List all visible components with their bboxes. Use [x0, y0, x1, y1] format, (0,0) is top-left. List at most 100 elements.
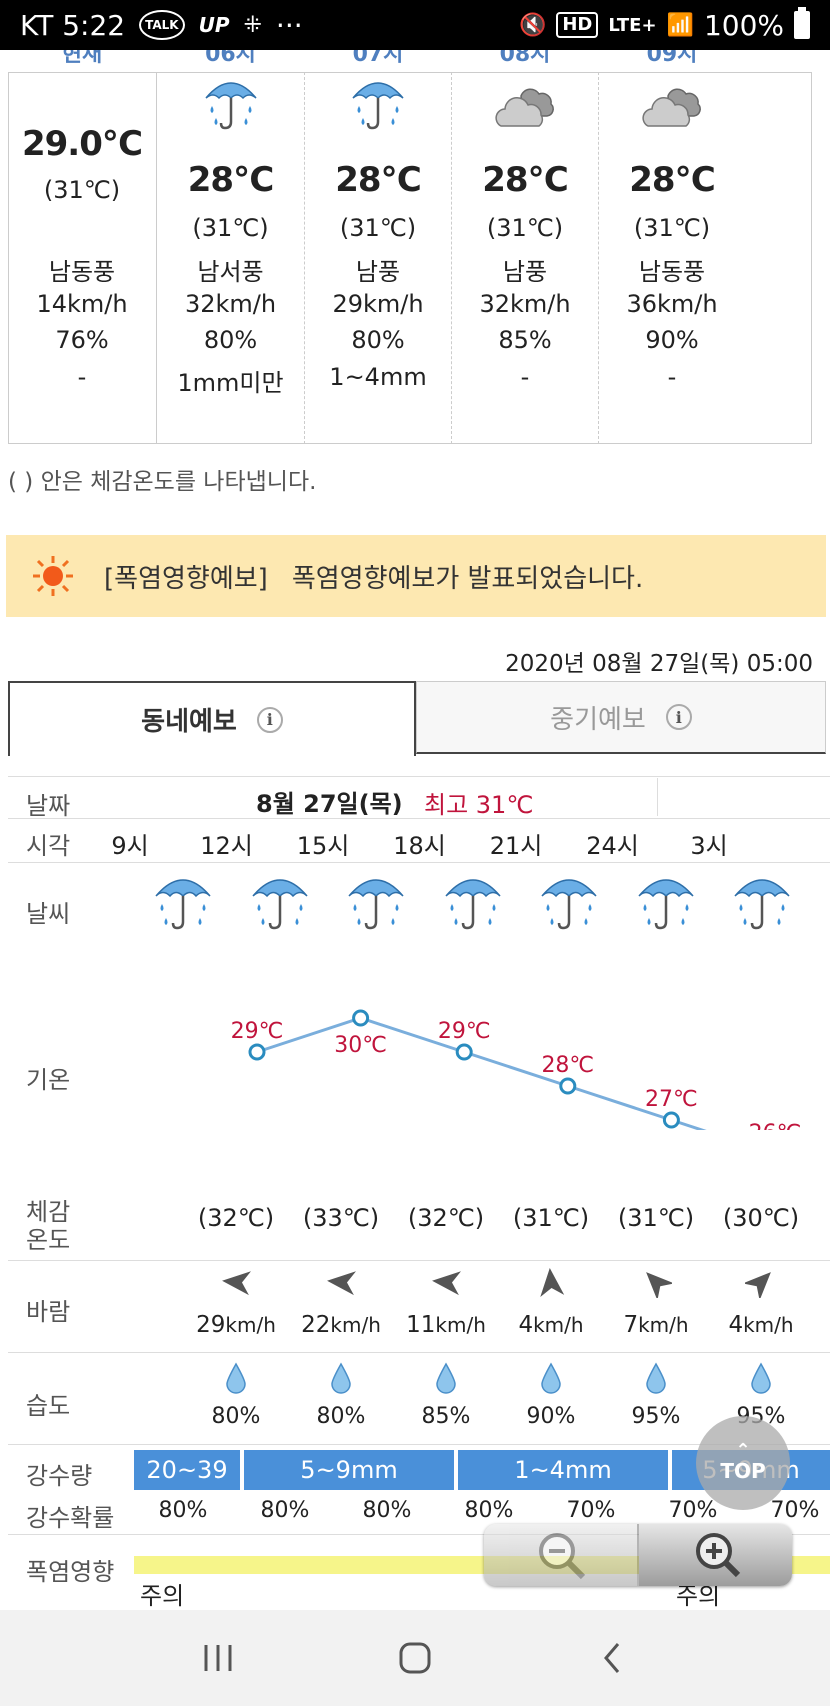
home-icon	[399, 1642, 431, 1674]
wind-direction-icon	[535, 1266, 567, 1298]
humidity-value: 80%	[316, 1404, 366, 1429]
label-time: 시각	[26, 832, 71, 860]
wind-speed-value: 4km/h	[501, 1312, 601, 1338]
wind-speed-value: 4km/h	[711, 1312, 811, 1338]
scroll-top-button[interactable]: ⌃ TOP	[696, 1416, 790, 1510]
hourly-column-header: 09시	[646, 50, 698, 67]
wind-speed-unit: km/h	[638, 1313, 689, 1337]
hourly-feels-like: (31℃)	[486, 214, 564, 242]
tab-midterm-forecast-label: 중기예보	[550, 704, 646, 735]
time-label: 12시	[200, 832, 253, 860]
time-label: 3시	[690, 832, 728, 860]
umbrella-rain-icon	[152, 868, 214, 936]
hourly-feels-like: (31℃)	[192, 214, 269, 242]
hourly-wind-speed: 36km/h	[626, 290, 718, 318]
water-drop-icon	[645, 1362, 667, 1394]
label-heat: 폭염영향	[26, 1558, 115, 1586]
label-humidity: 습도	[26, 1392, 71, 1420]
wind-speed-number: 4	[728, 1312, 744, 1338]
label-feels-1: 체감	[26, 1198, 71, 1226]
signal-icon: 📶	[666, 12, 694, 38]
time-label: 21시	[489, 832, 543, 860]
heat-level-1: 주의	[140, 1582, 185, 1610]
hourly-humidity: 80%	[351, 326, 405, 354]
more-dots: ···	[275, 8, 303, 42]
tab-local-forecast[interactable]: 동네예보 i	[8, 681, 416, 756]
forecast-date: 8월 27일(목)	[256, 790, 403, 818]
hourly-wind-speed: 32km/h	[479, 290, 571, 318]
hourly-temp: 28℃	[629, 160, 716, 200]
humidity-value: 80%	[211, 1404, 261, 1429]
umbrella-rain-icon	[345, 868, 407, 936]
back-button[interactable]	[582, 1633, 642, 1683]
wind-speed-value: 22km/h	[291, 1312, 391, 1338]
recent-apps-button[interactable]	[188, 1633, 248, 1683]
info-icon[interactable]: i	[256, 706, 283, 733]
home-button[interactable]	[385, 1633, 445, 1683]
temp-point	[662, 1111, 680, 1129]
label-wind: 바람	[26, 1298, 71, 1326]
label-feels-2: 온도	[26, 1226, 71, 1254]
tab-midterm-forecast[interactable]: 중기예보 i	[416, 681, 826, 754]
hourly-humidity: 76%	[55, 326, 109, 354]
label-temp: 기온	[26, 1066, 71, 1094]
status-bar: KT 5:22 TALK UP ⁜ ··· 🔇 HD LTE+ 📶 100%	[0, 0, 830, 50]
precip-bar: 20~39	[134, 1450, 240, 1490]
wind-direction-icon	[430, 1266, 462, 1298]
hourly-precipitation: -	[520, 363, 530, 391]
hourly-column: 현재 29.0℃ (31℃) 남동풍 14km/h 76% -	[8, 50, 156, 444]
hourly-column: 07시 28℃ (31℃) 남풍 29km/h 80% 1~4mm	[304, 50, 451, 444]
temp-point	[559, 1077, 577, 1095]
wind-speed-unit: km/h	[225, 1313, 276, 1337]
heat-banner-tag: [폭염영향예보]	[104, 563, 268, 594]
wind-speed-unit: km/h	[330, 1313, 381, 1337]
time-label: 24시	[586, 832, 639, 860]
sun-icon	[33, 556, 73, 596]
top-button-label: TOP	[720, 1459, 766, 1483]
zoom-out-button[interactable]	[484, 1524, 639, 1586]
wind-speed-value: 7km/h	[606, 1312, 706, 1338]
precip-prob-value: 70%	[566, 1498, 616, 1523]
zoom-control	[484, 1524, 792, 1586]
hourly-column: 06시 28℃ (31℃) 남서풍 32km/h 80% 1mm미만	[156, 50, 304, 444]
wind-speed-number: 22	[301, 1312, 331, 1338]
recent-apps-icon	[204, 1645, 232, 1671]
umbrella-rain-icon	[635, 868, 697, 936]
precip-prob-value: 80%	[464, 1498, 514, 1523]
battery-level: 100%	[703, 8, 784, 42]
info-icon[interactable]: i	[665, 704, 692, 730]
hourly-column: 08시 28℃ (31℃) 남풍 32km/h 85% -	[451, 50, 598, 444]
wind-speed-unit: km/h	[533, 1313, 584, 1337]
hourly-feels-like: (31℃)	[43, 176, 121, 204]
hourly-column: 09시 28℃ (31℃) 남동풍 36km/h 90% -	[598, 50, 745, 444]
feels-like-value: (32℃)	[197, 1204, 275, 1232]
temp-label: 26℃	[749, 1121, 802, 1130]
feels-like-value: (31℃)	[617, 1204, 695, 1232]
umbrella-rain-icon	[731, 868, 793, 936]
hourly-precipitation: 1mm미만	[177, 369, 284, 397]
feels-like-value: (30℃)	[722, 1204, 800, 1232]
precip-prob-value: 80%	[260, 1498, 310, 1523]
grid-icon: ⁜	[243, 12, 262, 38]
hourly-precipitation: -	[667, 363, 677, 391]
cloud-icon	[599, 82, 745, 136]
hourly-wind-direction: 남동풍	[638, 258, 706, 286]
temp-label: 27℃	[645, 1087, 698, 1112]
water-drop-icon	[225, 1362, 247, 1394]
time-label: 15시	[296, 832, 350, 860]
hourly-column-header: 08시	[499, 50, 551, 67]
label-weather: 날씨	[26, 900, 71, 928]
precip-bar: 5~9mm	[244, 1450, 454, 1490]
hourly-wind-direction: 남풍	[355, 258, 401, 286]
heat-wave-banner[interactable]: [폭염영향예보] 폭염영향예보가 발표되었습니다.	[6, 535, 826, 617]
wind-speed-value: 29km/h	[186, 1312, 286, 1338]
zoom-in-button[interactable]	[639, 1524, 792, 1586]
mute-icon: 🔇	[518, 12, 547, 38]
water-drop-icon	[435, 1362, 457, 1394]
precip-prob-value: 80%	[158, 1498, 208, 1523]
chevron-up-icon: ⌃	[735, 1440, 751, 1461]
hourly-temp: 29.0℃	[21, 124, 143, 164]
wind-speed-unit: km/h	[743, 1313, 794, 1337]
umbrella-rain-icon	[538, 868, 600, 936]
feels-like-value: (31℃)	[512, 1204, 590, 1232]
